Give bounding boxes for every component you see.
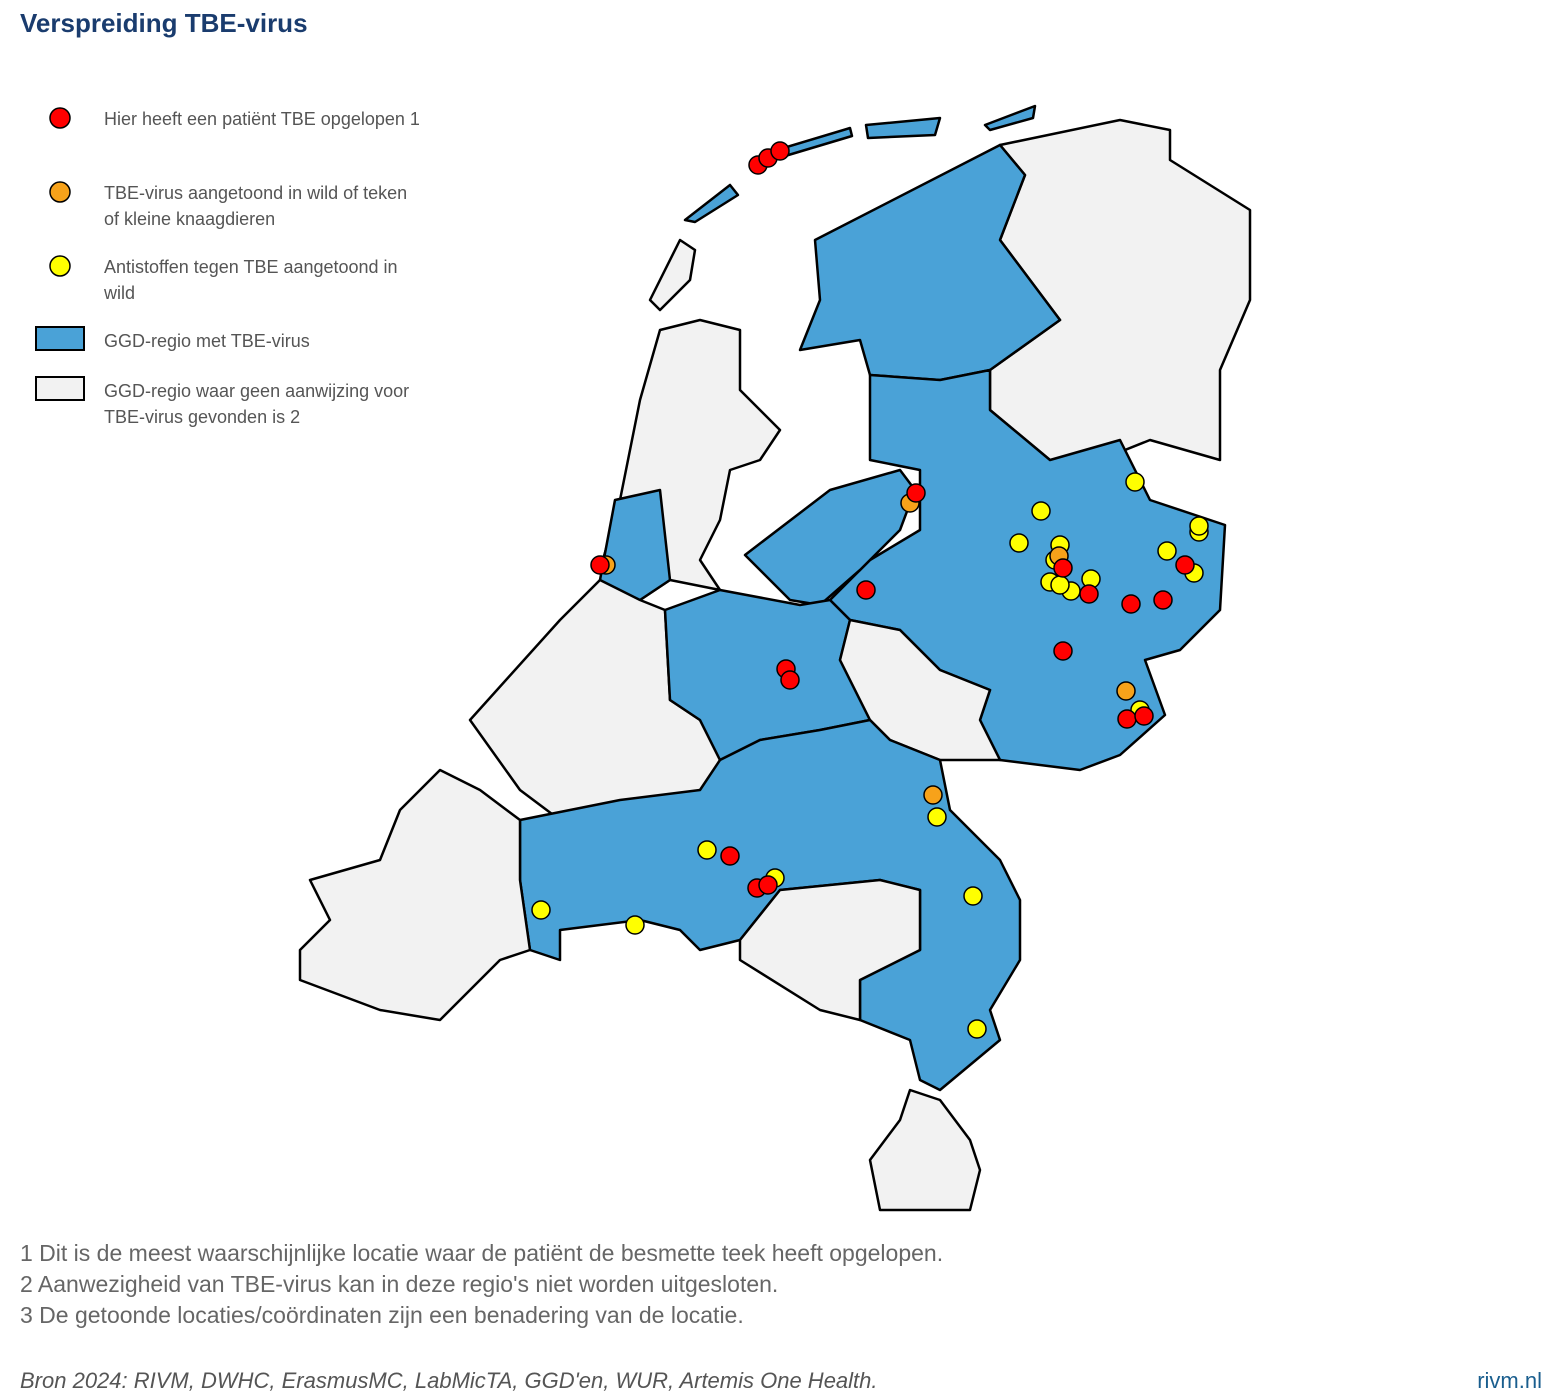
legend-label: TBE-virus aangetoond in wild of teken of… [104, 183, 408, 229]
legend-label: Antistoffen tegen TBE aangetoond in wild [104, 257, 398, 303]
legend-symbols [35, 107, 85, 401]
footnote: 2 Aanwezigheid van TBE-virus kan in deze… [20, 1271, 779, 1297]
footnote: 3 De getoonde locaties/coördinaten zijn … [20, 1302, 744, 1328]
legend-label: GGD-regio waar geen aanwijzing voor TBE-… [104, 381, 410, 427]
location-markers [531, 141, 1209, 1039]
legend-label: GGD-regio met TBE-virus [104, 331, 310, 351]
regions [298, 104, 1252, 1212]
footnote: 1 Dit is de meest waarschijnlijke locati… [20, 1240, 944, 1266]
source: Bron 2024: RIVM, DWHC, ErasmusMC, LabMic… [20, 1368, 878, 1393]
legend-label: Hier heeft een patiënt TBE opgelopen 1 [104, 109, 420, 129]
brand: rivm.nl [1477, 1368, 1542, 1393]
title: Verspreiding TBE-virus [20, 8, 308, 38]
